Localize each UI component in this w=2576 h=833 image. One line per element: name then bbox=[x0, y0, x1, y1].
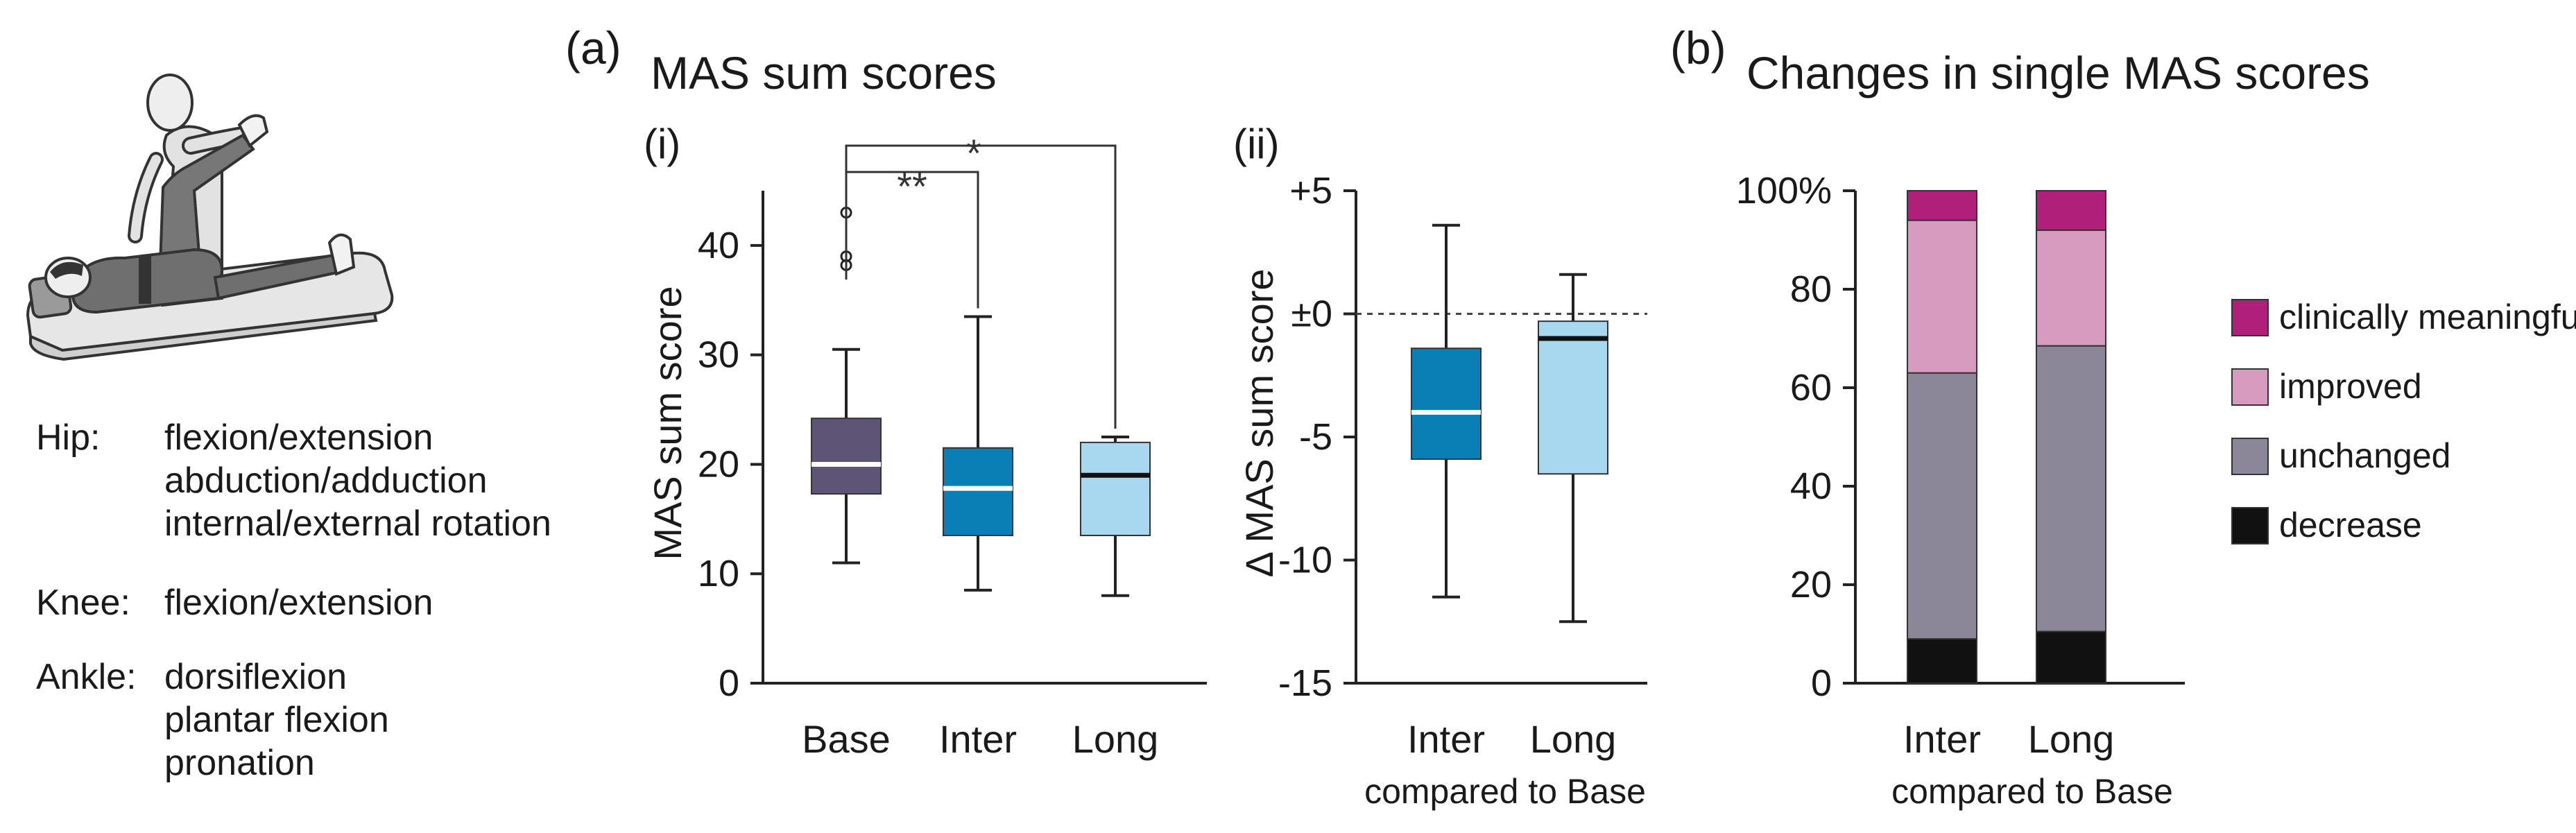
chart-b-x-label-inter: Inter bbox=[1903, 717, 1981, 761]
chart-i-sig-bracket-long bbox=[845, 144, 1117, 429]
chart-ii-x-label-long: Long bbox=[1530, 717, 1617, 761]
chart-i-y-tick-label: 40 bbox=[698, 225, 739, 266]
chart-ii-y-tick-label: ±0 bbox=[1291, 293, 1332, 335]
chart-ii-xsubtitle: compared to Base bbox=[1364, 772, 1646, 811]
chart-ii-box-long bbox=[1538, 320, 1608, 475]
joint-hip-name: Hip: bbox=[36, 418, 101, 458]
joint-ankle-move-3: pronation bbox=[164, 743, 315, 783]
chart-ii-x-label-inter: Inter bbox=[1407, 717, 1485, 761]
chart-b-y-tick-label: 60 bbox=[1790, 367, 1832, 409]
panel-b-label: (b) bbox=[1670, 22, 1726, 74]
chart-i-box-inter bbox=[943, 447, 1013, 536]
panel-i-label: (i) bbox=[644, 121, 680, 167]
chart-b-legend-label-decrease: decrease bbox=[2279, 506, 2422, 544]
chart-b-legend-swatch-unchanged bbox=[2231, 438, 2269, 475]
chart-i-y-tick-label: 30 bbox=[698, 334, 739, 376]
chart-b-legend-label-unchanged: unchanged bbox=[2279, 436, 2450, 475]
chart-ii-box-inter bbox=[1411, 347, 1482, 460]
panel-b-title: Changes in single MAS scores bbox=[1746, 47, 2370, 98]
chart-b-legend-swatch-clinically-meaningful bbox=[2231, 299, 2269, 336]
chart-b-legend-swatch-improved bbox=[2231, 368, 2269, 406]
joint-hip-move-2: abduction/adduction bbox=[164, 461, 488, 501]
chart-b-legend-swatch-decrease bbox=[2231, 507, 2269, 544]
chart-b-segment-decrease bbox=[1907, 638, 1977, 684]
chart-b-legend-label-clinically-meaningful: clinically meaningful bbox=[2279, 298, 2576, 336]
chart-b-segment-clinically-meaningful bbox=[2036, 190, 2106, 231]
chart-i-box-base bbox=[811, 418, 882, 495]
joint-knee-move-1: flexion/extension bbox=[164, 583, 433, 623]
chart-ii-ylabel: Δ MAS sum score bbox=[1237, 268, 1281, 577]
joint-ankle-name: Ankle: bbox=[36, 657, 137, 697]
chart-b-segment-improved bbox=[2036, 229, 2106, 347]
chart-i-sig-label-inter: ** bbox=[897, 164, 927, 208]
joint-hip-move-3: internal/external rotation bbox=[164, 504, 551, 544]
chart-i-y-tick-label: 10 bbox=[698, 553, 739, 594]
chart-b-y-tick-label: 0 bbox=[1811, 662, 1832, 704]
chart-b-segment-unchanged bbox=[1907, 372, 1977, 640]
chart-i-sig-bracket-inter bbox=[845, 171, 979, 309]
chart-i-x-label-inter: Inter bbox=[939, 717, 1017, 761]
chart-i-box-long bbox=[1080, 441, 1151, 537]
chart-b-segment-clinically-meaningful bbox=[1907, 190, 1977, 221]
joint-knee-name: Knee: bbox=[36, 583, 130, 623]
chart-b-y-tick-label: 80 bbox=[1790, 268, 1832, 310]
chart-i-sig-label-long: * bbox=[966, 131, 981, 175]
chart-i-x-label-base: Base bbox=[802, 717, 891, 761]
chart-b-segment-decrease bbox=[2036, 630, 2106, 685]
chart-b-y-tick-label: 100% bbox=[1736, 170, 1832, 212]
chart-i-y-tick-label: 20 bbox=[698, 443, 739, 485]
patient-illustration bbox=[26, 74, 394, 361]
chart-b-segment-improved bbox=[1907, 219, 1977, 374]
joint-ankle-move-2: plantar flexion bbox=[164, 700, 389, 740]
chart-b-x-label-long: Long bbox=[2028, 717, 2115, 761]
chart-ii-y-tick-label: +5 bbox=[1289, 170, 1332, 212]
chart-i-ylabel: MAS sum score bbox=[646, 286, 689, 560]
chart-ii-y-tick-label: -15 bbox=[1278, 662, 1332, 704]
chart-i-x-label-long: Long bbox=[1072, 717, 1159, 761]
chart-b-segment-unchanged bbox=[2036, 345, 2106, 633]
panel-ii-label: (ii) bbox=[1233, 121, 1280, 167]
chart-b-y-tick-label: 40 bbox=[1790, 465, 1832, 507]
joint-ankle-move-1: dorsiflexion bbox=[164, 657, 347, 697]
chart-b-legend-label-improved: improved bbox=[2279, 367, 2422, 406]
panel-a-label: (a) bbox=[565, 22, 621, 74]
chart-b-y-tick-label: 20 bbox=[1790, 564, 1832, 606]
panel-a-title: MAS sum scores bbox=[651, 47, 997, 98]
joint-hip-move-1: flexion/extension bbox=[164, 418, 433, 458]
chart-ii-y-tick-label: -5 bbox=[1299, 416, 1332, 458]
chart-i-y-tick-label: 0 bbox=[719, 662, 739, 704]
chart-ii-y-tick-label: -10 bbox=[1278, 540, 1332, 581]
chart-b-xsubtitle: compared to Base bbox=[1891, 772, 2173, 811]
